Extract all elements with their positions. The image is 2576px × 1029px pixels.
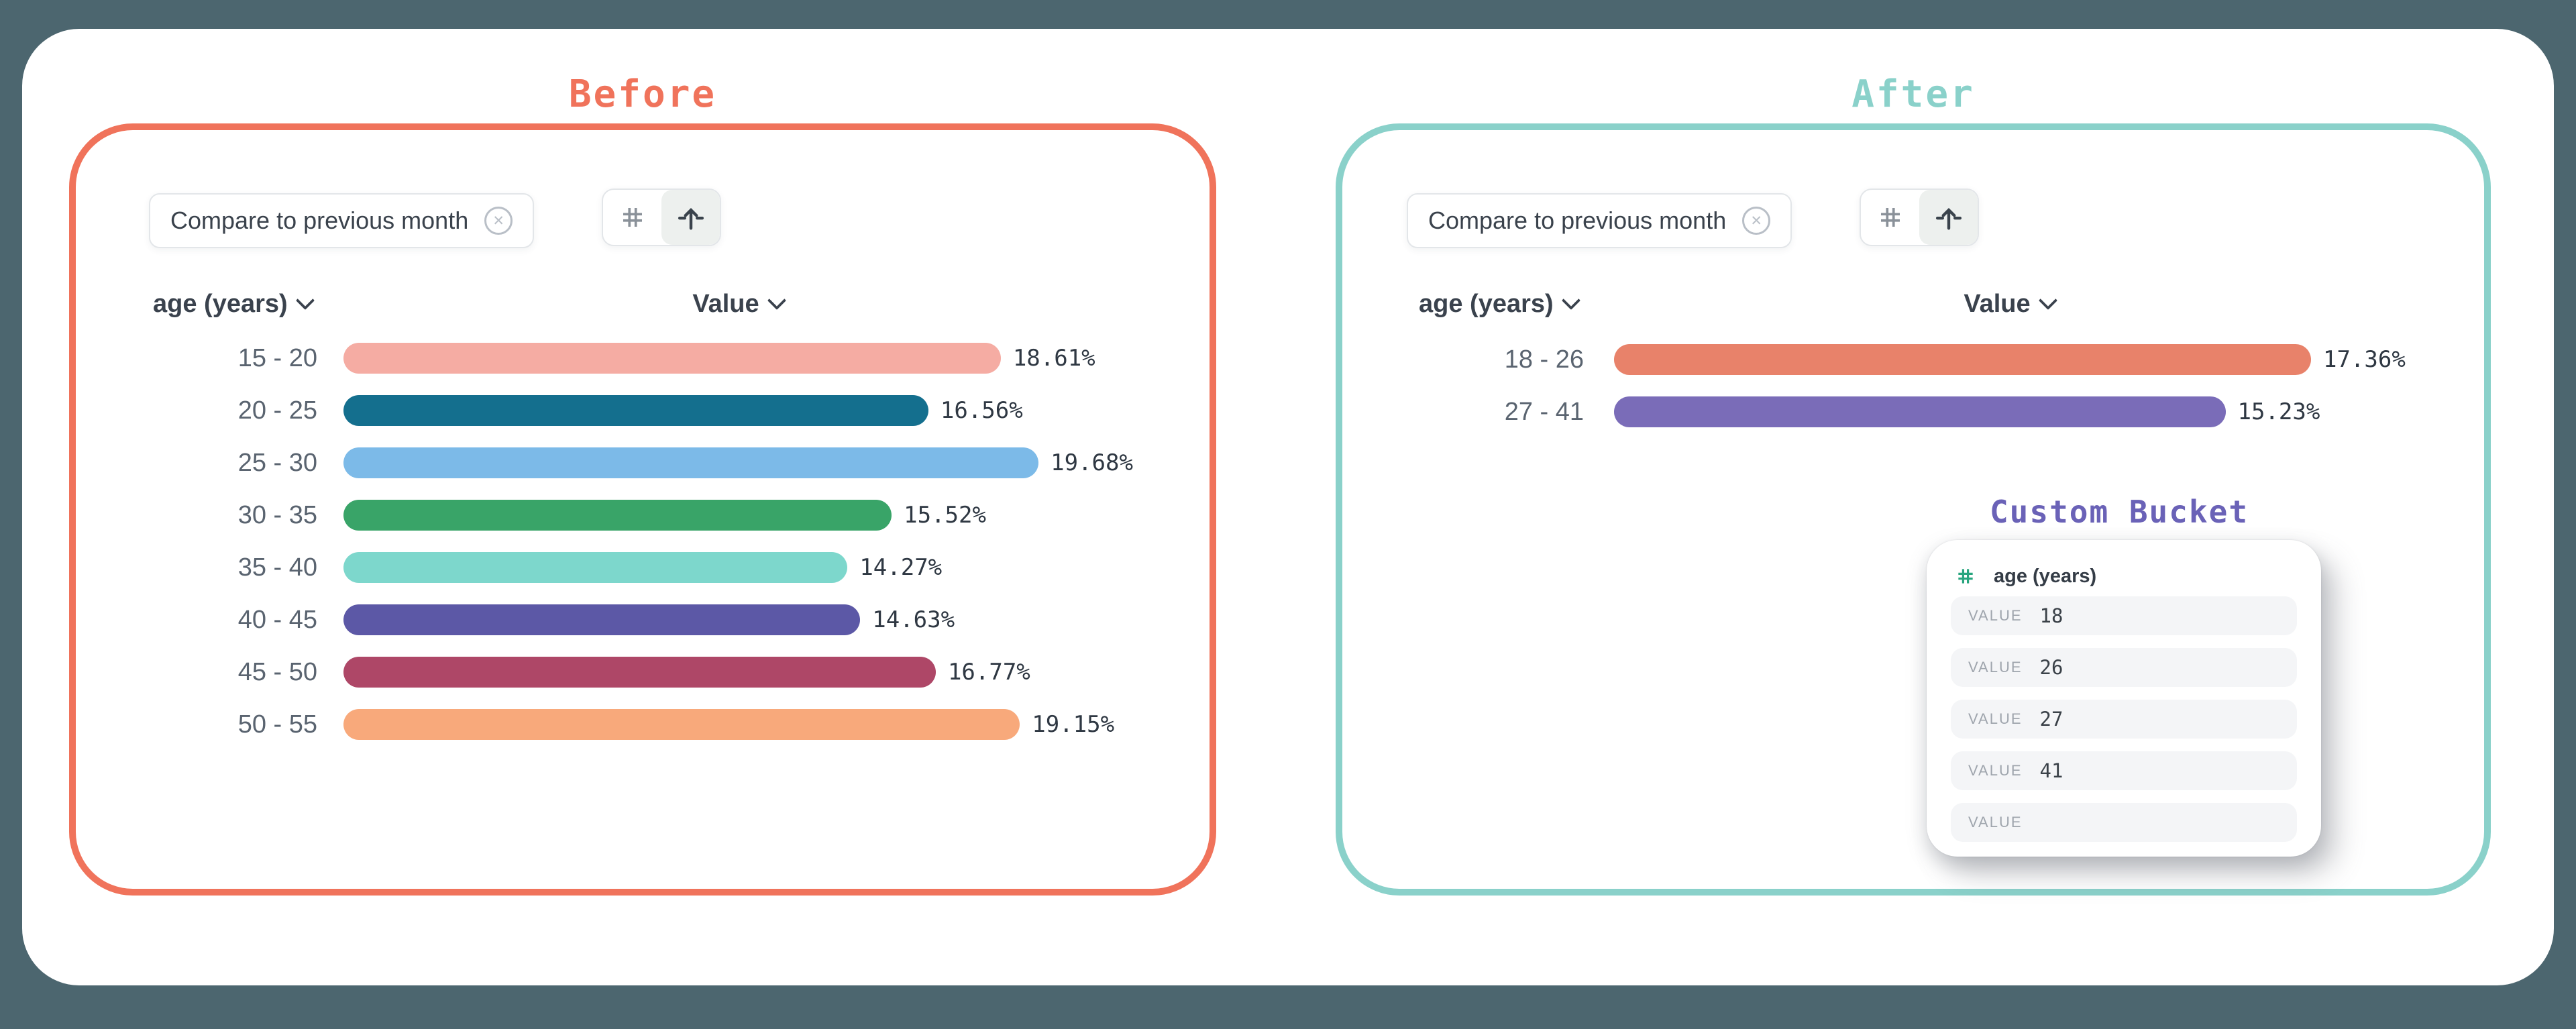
after-panel: Compare to previous month ✕ age (1336, 123, 2491, 896)
view-toggle-group (1860, 188, 1979, 246)
column-header-label: Value (1964, 289, 2031, 318)
row-label: 15 - 20 (237, 343, 317, 372)
after-title: After (1851, 72, 1975, 116)
column-header-value[interactable]: Value (1935, 289, 2083, 319)
value-bar[interactable] (343, 604, 861, 635)
remove-filter-icon[interactable]: ✕ (1742, 207, 1771, 235)
bucket-value-row[interactable]: VALUE 41 (1951, 751, 2297, 790)
bucket-value-label: VALUE (1968, 710, 2023, 727)
row-label: 35 - 40 (237, 553, 317, 582)
bucket-value-row[interactable]: VALUE 18 (1951, 596, 2297, 635)
value-label: 17.36% (2322, 346, 2406, 373)
bucket-value-label: VALUE (1968, 762, 2023, 779)
bucket-value-number: 41 (2039, 759, 2063, 782)
value-label: 15.52% (904, 502, 986, 529)
value-label: 14.63% (872, 606, 955, 633)
row-label: 20 - 25 (237, 396, 317, 425)
filter-chip-label: Compare to previous month (170, 207, 469, 234)
filter-chip[interactable]: Compare to previous month ✕ (149, 193, 535, 248)
row-label: 18 - 26 (1504, 345, 1584, 374)
row-label: 45 - 50 (237, 657, 317, 686)
hashtag-grid-icon (619, 203, 647, 231)
bucket-value-label: VALUE (1968, 659, 2023, 675)
chart-row: 45 - 50 16.77% (76, 646, 1210, 698)
value-label: 16.56% (940, 397, 1023, 424)
bucket-value-number: 27 (2039, 708, 2063, 730)
chevron-down-icon (1561, 290, 1580, 311)
value-label: 14.27% (859, 554, 943, 581)
chart-row: 50 - 55 19.15% (76, 698, 1210, 751)
bucket-field-name: age (years) (1994, 565, 2097, 587)
bucket-field-header: age (years) (1955, 560, 2096, 592)
value-bar[interactable] (343, 447, 1039, 478)
value-bar[interactable] (1614, 344, 2311, 375)
bar-view-button[interactable] (1919, 190, 1978, 245)
chart-row: 30 - 35 15.52% (76, 489, 1210, 541)
value-bar[interactable] (343, 395, 928, 426)
bucket-value-label: VALUE (1968, 814, 2023, 830)
hashtag-grid-icon (1876, 203, 1904, 231)
chevron-down-icon (767, 290, 786, 311)
chart-row: 15 - 20 18.61% (76, 332, 1210, 384)
value-label: 19.15% (1032, 711, 1115, 738)
value-bar[interactable] (1614, 396, 2226, 427)
before-panel: Compare to previous month ✕ age (69, 123, 1216, 896)
chart-row: 35 - 40 14.27% (76, 541, 1210, 594)
bucket-value-row[interactable]: VALUE 27 (1951, 700, 2297, 739)
value-label: 18.61% (1012, 345, 1095, 372)
bar-chart-after: 18 - 26 17.36% 27 - 41 15.23% (1342, 333, 2484, 438)
remove-filter-icon[interactable]: ✕ (484, 207, 513, 235)
column-header-age[interactable]: age (years) (153, 289, 315, 319)
value-bar[interactable] (343, 552, 848, 583)
value-bar[interactable] (343, 343, 1001, 374)
filter-chip-label: Compare to previous month (1428, 207, 1727, 234)
column-header-age[interactable]: age (years) (1419, 289, 1580, 319)
value-label: 15.23% (2237, 398, 2320, 425)
view-toggle-group (602, 188, 721, 246)
numeric-view-button[interactable] (1861, 190, 1919, 245)
column-header-label: age (years) (153, 289, 288, 318)
chart-row: 25 - 30 19.68% (76, 437, 1210, 489)
chevron-down-icon (295, 290, 315, 311)
before-title: Before (568, 72, 717, 116)
arrow-up-icon (676, 202, 706, 233)
value-bar[interactable] (343, 657, 936, 688)
row-label: 40 - 45 (237, 605, 317, 634)
bucket-value-label: VALUE (1968, 607, 2023, 624)
custom-bucket-card: age (years) VALUE 18 VALUE 26 VALUE 27 V… (1927, 540, 2321, 857)
bar-chart-before: 15 - 20 18.61% 20 - 25 16.56% 25 - 30 19… (76, 332, 1210, 751)
value-label: 19.68% (1051, 449, 1133, 476)
column-header-value[interactable]: Value (664, 289, 812, 319)
chart-row: 40 - 45 14.63% (76, 594, 1210, 646)
hashtag-icon (1955, 565, 1976, 587)
custom-bucket-title: Custom Bucket (1989, 494, 2249, 530)
row-label: 50 - 55 (237, 710, 317, 739)
bucket-value-row[interactable]: VALUE 26 (1951, 648, 2297, 687)
value-bar[interactable] (343, 500, 892, 531)
value-bar[interactable] (343, 709, 1020, 740)
bar-view-button[interactable] (661, 190, 720, 245)
row-label: 30 - 35 (237, 500, 317, 529)
numeric-view-button[interactable] (603, 190, 661, 245)
chevron-down-icon (2038, 290, 2057, 311)
chart-row: 20 - 25 16.56% (76, 384, 1210, 437)
column-header-label: age (years) (1419, 289, 1554, 318)
column-header-label: Value (692, 289, 759, 318)
value-label: 16.77% (947, 659, 1030, 686)
bucket-value-row[interactable]: VALUE (1951, 803, 2297, 842)
arrow-up-icon (1933, 202, 1964, 233)
row-label: 27 - 41 (1504, 397, 1584, 426)
bucket-value-number: 26 (2039, 656, 2063, 679)
chart-row: 27 - 41 15.23% (1342, 386, 2484, 438)
chart-row: 18 - 26 17.36% (1342, 333, 2484, 386)
bucket-value-number: 18 (2039, 604, 2063, 627)
filter-chip[interactable]: Compare to previous month ✕ (1407, 193, 1792, 248)
row-label: 25 - 30 (237, 448, 317, 477)
